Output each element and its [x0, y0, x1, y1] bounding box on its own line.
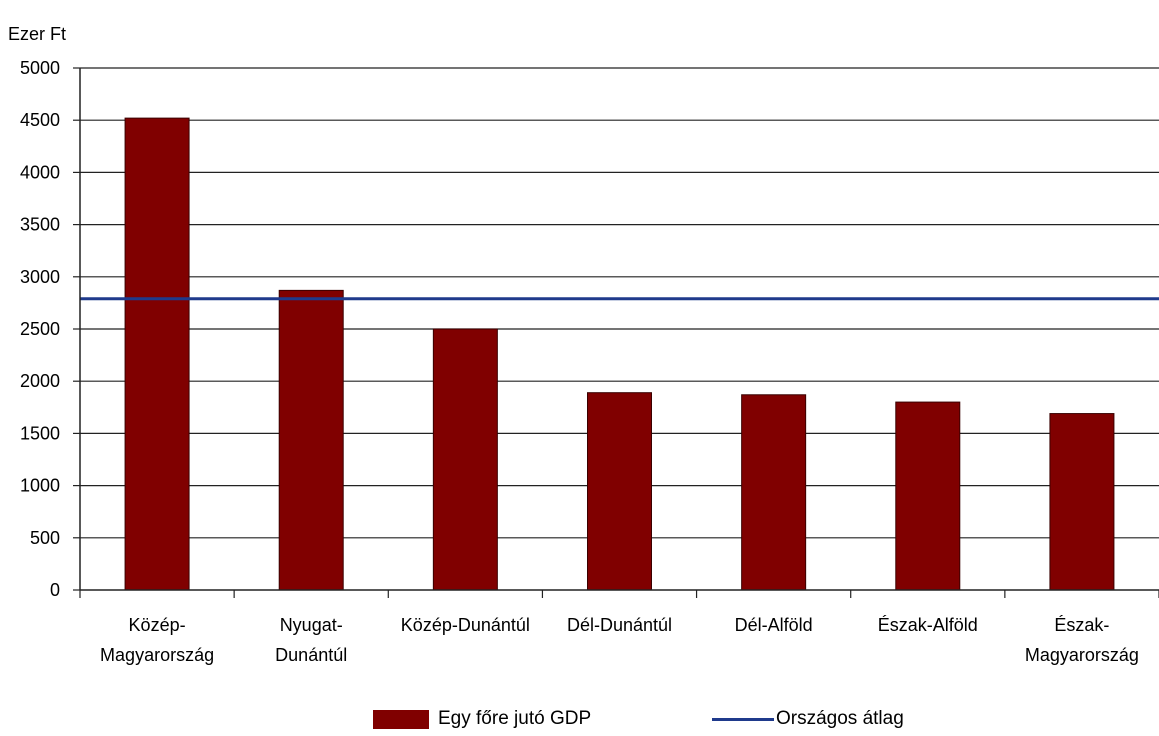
x-label-2-line-0: Közép-Dunántúl	[401, 615, 530, 635]
y-axis-ticks: 0 500 1000 1500 2000 2500 3000 3500 4000 4500 5000	[20, 58, 80, 600]
bar-1	[278, 289, 344, 591]
x-axis-labels: Közép- Magyarország Nyugat- Dunántúl Közép-D…	[100, 615, 1139, 665]
gdp-bar-chart: Ezer Ft 0 500 1000 1500 2000 2500 3000 3500 4000…	[8, 24, 1159, 665]
y-tick-label-4000: 4000	[20, 162, 60, 182]
legend-swatch-line	[712, 717, 774, 721]
x-label-0-line-0: Közép-	[129, 615, 186, 635]
y-tick-label-1500: 1500	[20, 423, 60, 443]
bar-5	[895, 401, 961, 591]
y-tick-label-3500: 3500	[20, 215, 60, 235]
y-tick-label-2000: 2000	[20, 371, 60, 391]
legend-item-gdp: Egy főre jutó GDP	[373, 708, 591, 730]
axes	[79, 68, 1159, 598]
legend-item-average: Országos átlag	[712, 708, 904, 730]
y-tick-label-500: 500	[30, 528, 60, 548]
y-tick-label-0: 0	[50, 580, 60, 600]
x-label-3-line-0: Dél-Dunántúl	[567, 615, 672, 635]
x-label-4-line-0: Dél-Alföld	[735, 615, 813, 635]
legend-label-gdp: Egy főre jutó GDP	[438, 708, 592, 729]
x-label-6-line-1: Magyarország	[1025, 645, 1139, 665]
x-label-1-line-0: Nyugat-	[280, 615, 343, 635]
bars	[124, 117, 1115, 591]
y-tick-label-2500: 2500	[20, 319, 60, 339]
x-label-6-line-0: Észak-	[1054, 615, 1109, 635]
legend-label-average: Országos átlag	[776, 708, 904, 729]
y-tick-label-3000: 3000	[20, 267, 60, 287]
bar-3	[587, 392, 652, 591]
bar-6	[1049, 413, 1115, 591]
y-tick-label-5000: 5000	[20, 58, 60, 78]
bar-2	[432, 328, 498, 591]
y-tick-label-4500: 4500	[20, 110, 60, 130]
legend-swatch-bar	[373, 709, 429, 729]
y-axis-unit-label: Ezer Ft	[8, 24, 66, 44]
bar-4	[741, 394, 807, 591]
x-label-0-line-1: Magyarország	[100, 645, 214, 665]
bar-0	[124, 117, 190, 591]
legend: Egy főre jutó GDP Országos átlag	[0, 708, 1159, 736]
gridlines	[80, 67, 1159, 539]
y-tick-label-1000: 1000	[20, 476, 60, 496]
x-label-5-line-0: Észak-Alföld	[878, 615, 978, 635]
x-label-1-line-1: Dunántúl	[275, 645, 347, 665]
